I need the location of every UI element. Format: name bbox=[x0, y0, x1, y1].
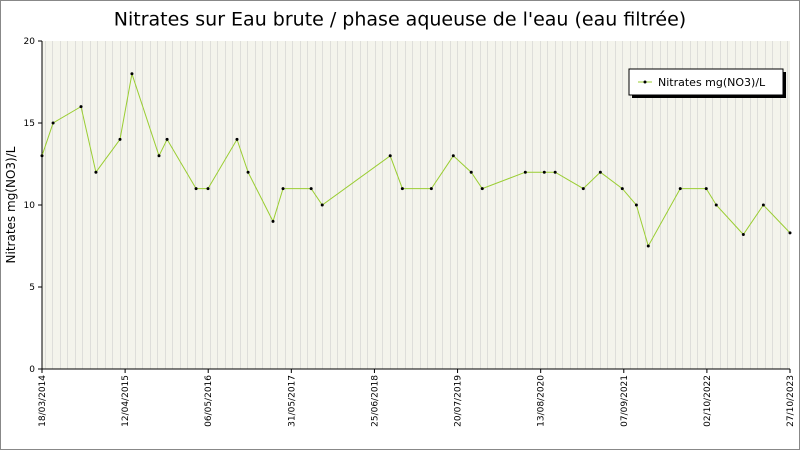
data-point bbox=[634, 203, 638, 207]
data-point bbox=[94, 170, 98, 174]
data-point bbox=[469, 170, 473, 174]
data-point bbox=[79, 105, 83, 109]
data-point bbox=[553, 170, 557, 174]
data-point bbox=[165, 137, 169, 141]
data-point bbox=[451, 154, 455, 158]
data-point bbox=[646, 244, 650, 248]
data-point bbox=[741, 233, 745, 237]
data-point bbox=[118, 137, 122, 141]
data-point bbox=[309, 187, 313, 191]
x-tick-label: 25/06/2018 bbox=[370, 375, 380, 427]
legend-marker bbox=[643, 80, 647, 84]
y-tick-label: 5 bbox=[29, 283, 35, 293]
data-point bbox=[130, 72, 134, 76]
data-point bbox=[523, 170, 527, 174]
data-point bbox=[598, 170, 602, 174]
x-tick-label: 27/10/2023 bbox=[786, 375, 796, 427]
y-tick-label: 10 bbox=[24, 201, 36, 211]
data-point bbox=[246, 170, 250, 174]
x-tick-label: 07/09/2021 bbox=[620, 375, 630, 427]
data-point bbox=[157, 154, 161, 158]
data-point bbox=[704, 187, 708, 191]
data-point bbox=[714, 203, 718, 207]
chart-title: Nitrates sur Eau brute / phase aqueuse d… bbox=[114, 9, 686, 31]
data-point bbox=[788, 231, 792, 235]
y-axis-label: Nitrates mg(NO3)/L bbox=[4, 146, 18, 263]
y-tick-label: 0 bbox=[29, 365, 35, 375]
x-tick-label: 18/03/2014 bbox=[38, 375, 48, 427]
data-point bbox=[320, 203, 324, 207]
data-point bbox=[206, 187, 210, 191]
data-point bbox=[388, 154, 392, 158]
data-point bbox=[40, 154, 44, 158]
x-tick-label: 06/05/2016 bbox=[204, 375, 214, 427]
series-line bbox=[41, 73, 791, 248]
legend-box bbox=[628, 68, 784, 96]
y-tick-label: 15 bbox=[24, 119, 35, 129]
data-point bbox=[51, 121, 55, 125]
x-tick-label: 31/05/2017 bbox=[287, 375, 297, 427]
data-point bbox=[235, 137, 239, 141]
data-point bbox=[761, 203, 765, 207]
data-point bbox=[542, 170, 546, 174]
legend-label: Nitrates mg(NO3)/L bbox=[658, 76, 766, 89]
x-tick-label: 20/07/2019 bbox=[454, 375, 464, 427]
x-tick-label: 02/10/2022 bbox=[703, 375, 713, 427]
data-point bbox=[620, 187, 624, 191]
data-point bbox=[581, 187, 585, 191]
data-point bbox=[400, 187, 404, 191]
data-point bbox=[271, 219, 275, 223]
y-tick-label: 20 bbox=[24, 37, 36, 47]
data-point bbox=[678, 187, 682, 191]
x-tick-label: 12/04/2015 bbox=[121, 375, 131, 427]
data-point bbox=[194, 187, 198, 191]
x-tick-label: 13/08/2020 bbox=[537, 375, 547, 427]
data-point bbox=[480, 187, 484, 191]
legend: Nitrates mg(NO3)/L bbox=[628, 68, 786, 98]
data-point bbox=[429, 187, 433, 191]
data-point bbox=[281, 187, 285, 191]
